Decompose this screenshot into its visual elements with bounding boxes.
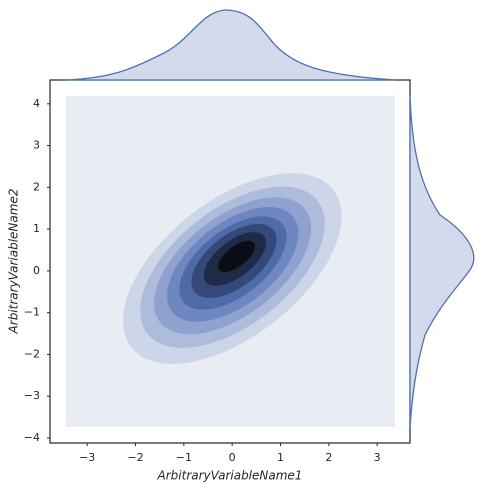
x-tick-label: 1 bbox=[277, 451, 284, 464]
x-tick-label: −1 bbox=[176, 451, 192, 464]
y-marginal bbox=[409, 95, 475, 428]
y-tick-label: −4 bbox=[24, 431, 40, 444]
y-tick-label: 4 bbox=[33, 97, 40, 110]
contour bbox=[218, 240, 256, 272]
y-tick-label: −2 bbox=[24, 347, 40, 360]
y-tick-label: 2 bbox=[33, 180, 40, 193]
y-tick-label: −1 bbox=[24, 306, 40, 319]
x-tick-label: 0 bbox=[229, 451, 236, 464]
x-tick-label: 2 bbox=[325, 451, 332, 464]
joint-density bbox=[66, 96, 395, 427]
x-tick-label: −2 bbox=[127, 451, 143, 464]
y-tick-label: 0 bbox=[33, 264, 40, 277]
y-tick-label: −3 bbox=[24, 389, 40, 402]
y-axis-label: ArbitraryVariableName2 bbox=[7, 189, 21, 335]
x-axis-label: ArbitraryVariableName1 bbox=[157, 469, 303, 483]
x-tick-label: 3 bbox=[374, 451, 381, 464]
x-marginal bbox=[65, 9, 396, 81]
x-tick-label: −3 bbox=[79, 451, 95, 464]
y-tick-label: 1 bbox=[33, 222, 40, 235]
y-tick-label: 3 bbox=[33, 139, 40, 152]
